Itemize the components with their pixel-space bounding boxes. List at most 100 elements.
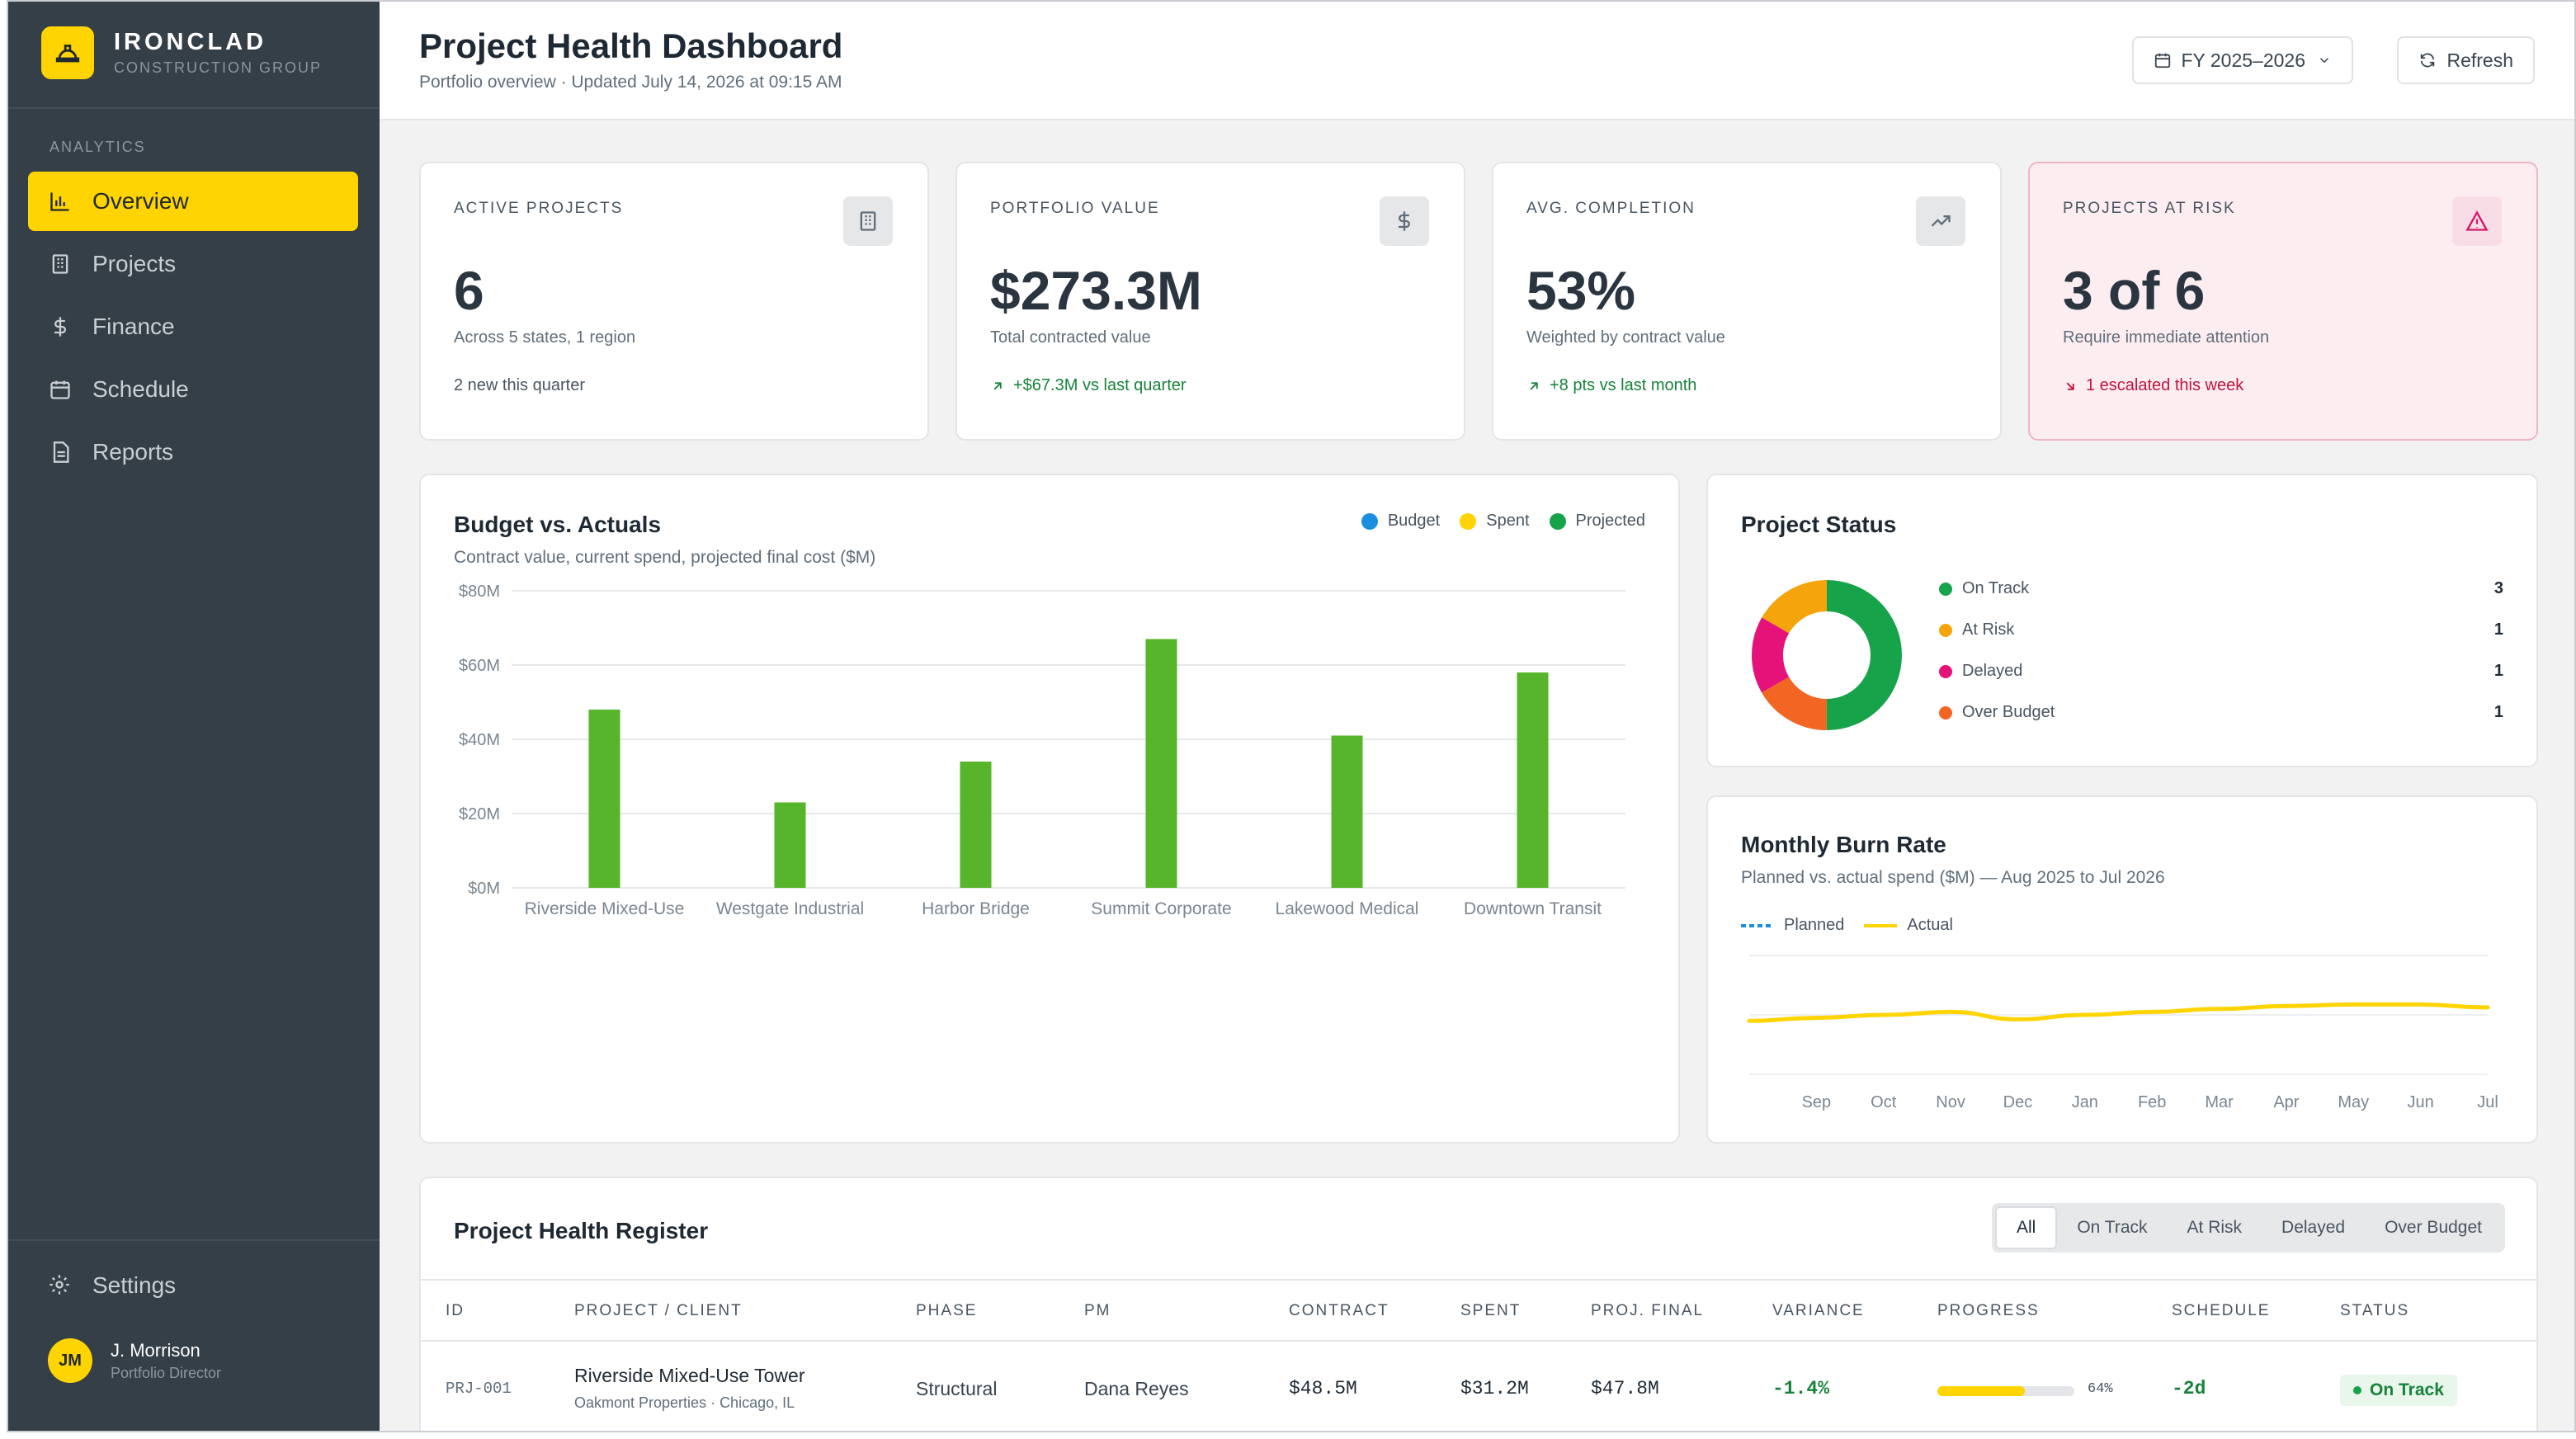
dollar-icon [48, 314, 73, 339]
cell-proj-final: $47.8M [1591, 1378, 1659, 1399]
project-health-register: Project Health Register All On Track At … [419, 1177, 2538, 1431]
legend-item-projected[interactable]: Projected [1549, 512, 1645, 531]
table-row[interactable]: PRJ-001 Riverside Mixed-Use Tower Oakmon… [421, 1342, 2536, 1431]
cell-project[interactable]: Riverside Mixed-Use Tower [574, 1365, 805, 1386]
status-badge-label: On Track [2370, 1380, 2444, 1399]
sidebar-item-settings[interactable]: Settings [48, 1272, 176, 1299]
kpi-label: ACTIVE PROJECTS [454, 200, 624, 217]
legend-item-spent[interactable]: Spent [1460, 512, 1530, 531]
cell-phase: Structural [916, 1378, 998, 1399]
cell-contract: $48.5M [1289, 1378, 1357, 1399]
sidebar-item-label: Reports [92, 439, 174, 465]
legend-item-actual[interactable]: Actual [1864, 916, 1953, 935]
x-tick-label: Westgate Industrial [716, 899, 864, 918]
legend-label: Budget [1387, 512, 1441, 530]
column-header-proj-final[interactable]: PROJ. FINAL [1591, 1302, 1705, 1319]
status-dot [2353, 1386, 2361, 1394]
kpi-value: $273.3M [990, 260, 1202, 321]
progress-bar [1937, 1386, 2074, 1396]
page-title: Project Health Dashboard [419, 26, 843, 65]
calendar-icon [48, 377, 73, 402]
legend-item-planned[interactable]: Planned [1741, 916, 1844, 935]
kpi-footnote: 1 escalated this week [2063, 376, 2243, 395]
bar-chart-icon [48, 189, 73, 214]
status-count: 1 [2493, 703, 2503, 721]
table-header: ID PROJECT / CLIENT PHASE PM CONTRACT SP… [421, 1279, 2536, 1342]
user-profile[interactable]: JM J. Morrison Portfolio Director [48, 1338, 221, 1383]
bar-westgate-industrial [774, 802, 806, 888]
column-header-variance[interactable]: VARIANCE [1772, 1302, 1865, 1319]
column-header-spent[interactable]: SPENT [1460, 1302, 1522, 1319]
legend-swatch [1361, 512, 1378, 530]
filter-delayed[interactable]: Delayed [2281, 1218, 2346, 1237]
column-header-progress[interactable]: PROGRESS [1937, 1302, 2040, 1319]
sidebar-item-finance[interactable]: Finance [28, 297, 358, 356]
status-count: 1 [2493, 662, 2503, 680]
dollar-icon [1380, 196, 1429, 246]
status-label: On Track [1962, 579, 2030, 597]
kpi-footnote: +8 pts vs last month [1526, 376, 1696, 395]
status-label: At Risk [1962, 620, 2015, 639]
column-header-id[interactable]: ID [446, 1302, 465, 1319]
page-header: Project Health Dashboard Portfolio overv… [380, 2, 2574, 120]
brand-name: IRONCLAD [114, 29, 267, 55]
legend-swatch [1864, 923, 1898, 927]
refresh-icon [2421, 53, 2435, 68]
kpi-description: Total contracted value [990, 328, 1151, 347]
kpi-label: PROJECTS AT RISK [2063, 200, 2236, 217]
sidebar-item-reports[interactable]: Reports [28, 422, 358, 482]
filter-over-budget[interactable]: Over Budget [2385, 1218, 2482, 1237]
filter-at-risk[interactable]: At Risk [2187, 1218, 2243, 1237]
sidebar-item-schedule[interactable]: Schedule [28, 360, 358, 419]
column-header-phase[interactable]: PHASE [916, 1302, 978, 1319]
filter-all[interactable]: All [1994, 1206, 2058, 1249]
kpi-footnote-text: +8 pts vs last month [1550, 376, 1697, 394]
project-status-card: Project Status On Track 3 At Risk 1 Delaye… [1706, 474, 2538, 767]
sidebar-item-label: Finance [92, 314, 175, 339]
status-row-delayed: Delayed 1 [1939, 662, 2503, 681]
kpi-card-projects-at-risk: PROJECTS AT RISK 3 of 6 Require immediat… [2028, 162, 2538, 441]
warning-icon [2452, 196, 2502, 246]
status-label: Over Budget [1962, 703, 2055, 721]
kpi-footnote: +$67.3M vs last quarter [990, 376, 1187, 395]
kpi-label: AVG. COMPLETION [1526, 200, 1696, 217]
arrow-down-right-icon [2066, 382, 2074, 390]
avatar: JM [48, 1338, 92, 1383]
status-swatch [1939, 582, 1952, 596]
status-badge: On Track [2340, 1375, 2457, 1406]
kpi-footnote: 2 new this quarter [454, 376, 585, 395]
status-swatch [1939, 664, 1952, 678]
column-header-contract[interactable]: CONTRACT [1289, 1302, 1389, 1319]
legend-item-budget[interactable]: Budget [1361, 512, 1440, 531]
status-row-at-risk: At Risk 1 [1939, 620, 2503, 639]
refresh-button[interactable]: Refresh [2397, 36, 2535, 84]
y-tick-label: $0M [468, 880, 500, 898]
cell-client: Oakmont Properties · Chicago, IL [574, 1394, 795, 1411]
budget-bar-chart: $0M $20M $40M $60M $80M Riverside Mixed-Use We… [459, 583, 1625, 918]
card-title: Project Status [1741, 512, 1897, 537]
sidebar-item-overview[interactable]: Overview [28, 172, 358, 231]
column-header-project[interactable]: PROJECT / CLIENT [574, 1302, 743, 1319]
kpi-footnote-text: +$67.3M vs last quarter [1013, 376, 1187, 394]
refresh-label: Refresh [2446, 49, 2513, 71]
bar-summit-corporate [1145, 639, 1177, 888]
sidebar-section-label: ANALYTICS [50, 139, 146, 155]
sidebar-item-label: Projects [92, 251, 177, 276]
legend-label: Spent [1486, 512, 1530, 530]
column-header-status[interactable]: STATUS [2340, 1302, 2410, 1319]
sidebar-item-projects[interactable]: Projects [28, 234, 358, 294]
gear-icon [48, 1273, 73, 1298]
x-tick-label: Jul [2477, 1093, 2498, 1111]
brand[interactable]: IRONCLAD CONSTRUCTION GROUP [41, 26, 322, 79]
column-header-pm[interactable]: PM [1084, 1302, 1111, 1319]
bar-downtown-transit [1517, 672, 1549, 888]
cell-schedule: -2d [2172, 1378, 2206, 1399]
filter-on-track[interactable]: On Track [2077, 1218, 2148, 1237]
legend-swatch [1741, 923, 1774, 927]
document-icon [48, 440, 73, 465]
donut-slice-delayed [1752, 580, 1902, 730]
x-tick-label: Harbor Bridge [922, 899, 1030, 918]
y-tick-label: $20M [459, 805, 500, 823]
column-header-schedule[interactable]: SCHEDULE [2172, 1302, 2271, 1319]
fiscal-year-select[interactable]: FY 2025–2026 [2131, 36, 2353, 84]
